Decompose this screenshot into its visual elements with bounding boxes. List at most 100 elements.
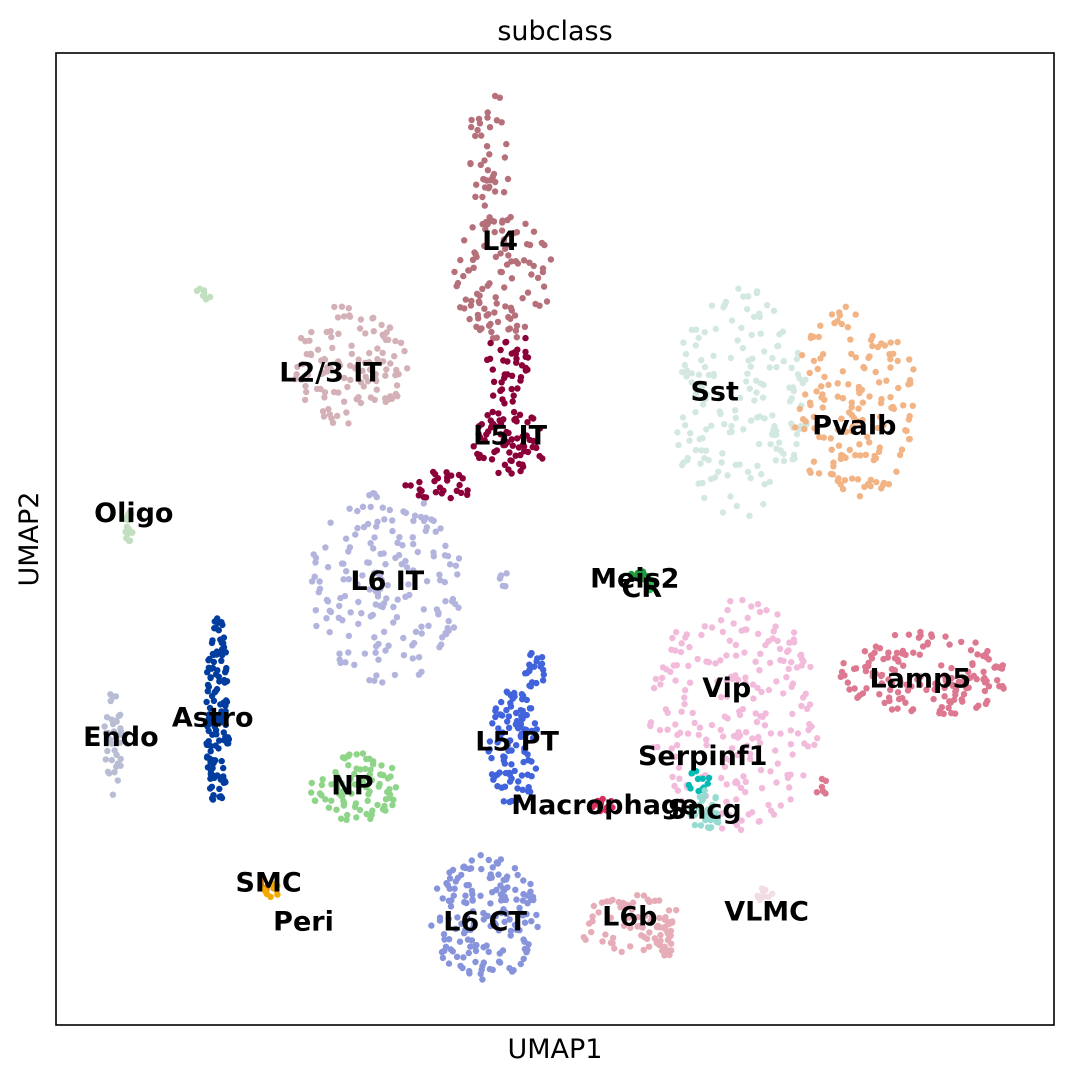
data-point [739,705,747,713]
data-point [335,614,342,621]
data-point [767,730,775,737]
data-point [410,540,417,548]
data-point [512,721,519,728]
data-point [720,304,727,311]
data-point [749,735,756,742]
data-point [647,576,654,583]
data-point [490,392,497,399]
data-point [456,938,464,945]
data-point [216,737,223,744]
data-point [501,440,508,447]
data-point [740,773,747,780]
data-point [723,693,731,700]
data-point [654,743,661,751]
data-point [373,523,380,530]
data-point [858,386,866,393]
data-point [652,675,660,683]
data-point [381,802,388,810]
data-point [709,802,716,810]
data-point [521,919,529,926]
data-point [504,718,511,725]
data-point [203,740,210,747]
data-point [730,620,737,627]
data-point [861,648,869,655]
data-point [712,794,719,801]
data-point [734,337,741,344]
data-point [701,623,708,630]
data-point [941,693,948,700]
data-point [402,557,409,565]
data-point [524,771,531,778]
data-point [454,571,461,578]
data-point [743,378,750,385]
data-point [683,373,690,380]
data-point [523,696,530,704]
data-point [477,892,484,899]
data-point [508,761,515,768]
data-point [487,320,494,328]
data-point [451,268,458,276]
data-point [839,395,847,402]
data-point [109,791,117,798]
data-point [838,320,845,328]
data-point [374,356,381,363]
data-point [848,350,855,358]
data-point [320,413,328,420]
data-point [209,764,216,772]
data-point [528,918,535,925]
data-point [676,775,683,782]
data-point [117,725,124,732]
data-point [347,775,354,782]
data-point [917,681,924,688]
data-point [351,781,359,788]
data-point [798,662,805,669]
data-point [378,321,385,329]
data-point [372,370,379,378]
data-point [801,425,808,433]
data-point [739,344,747,352]
data-point [624,914,632,921]
data-point [516,411,524,418]
data-point [482,226,489,233]
data-point [362,373,369,380]
data-point [324,598,332,605]
data-point [340,560,347,567]
data-point [466,315,473,323]
data-point [505,429,512,437]
data-point [710,352,717,359]
data-point [717,617,725,624]
data-point [520,443,528,450]
data-point [121,516,129,523]
data-point [807,663,814,671]
data-point [519,461,526,468]
data-point [634,892,641,899]
data-point [391,353,398,360]
series-sncg [687,787,722,832]
data-point [483,143,491,150]
data-point [973,675,980,683]
data-point [507,304,515,311]
data-point [773,427,780,435]
data-point [352,365,359,372]
data-point [866,353,873,360]
data-point [758,785,766,792]
data-point [855,405,862,412]
cluster-label-macrophage: Macrophage [511,790,698,821]
data-point [839,485,847,493]
series-l4 [451,92,555,342]
data-point [126,508,133,516]
data-point [717,657,724,664]
data-point [787,796,794,803]
data-point [718,774,725,782]
data-point [486,738,494,745]
data-point [705,456,712,464]
data-point [500,876,507,884]
series-pvalb [792,303,917,500]
data-point [894,705,901,712]
data-point [792,424,799,431]
data-point [203,698,210,706]
data-point [492,912,499,920]
data-point [345,576,352,583]
data-point [664,709,671,716]
